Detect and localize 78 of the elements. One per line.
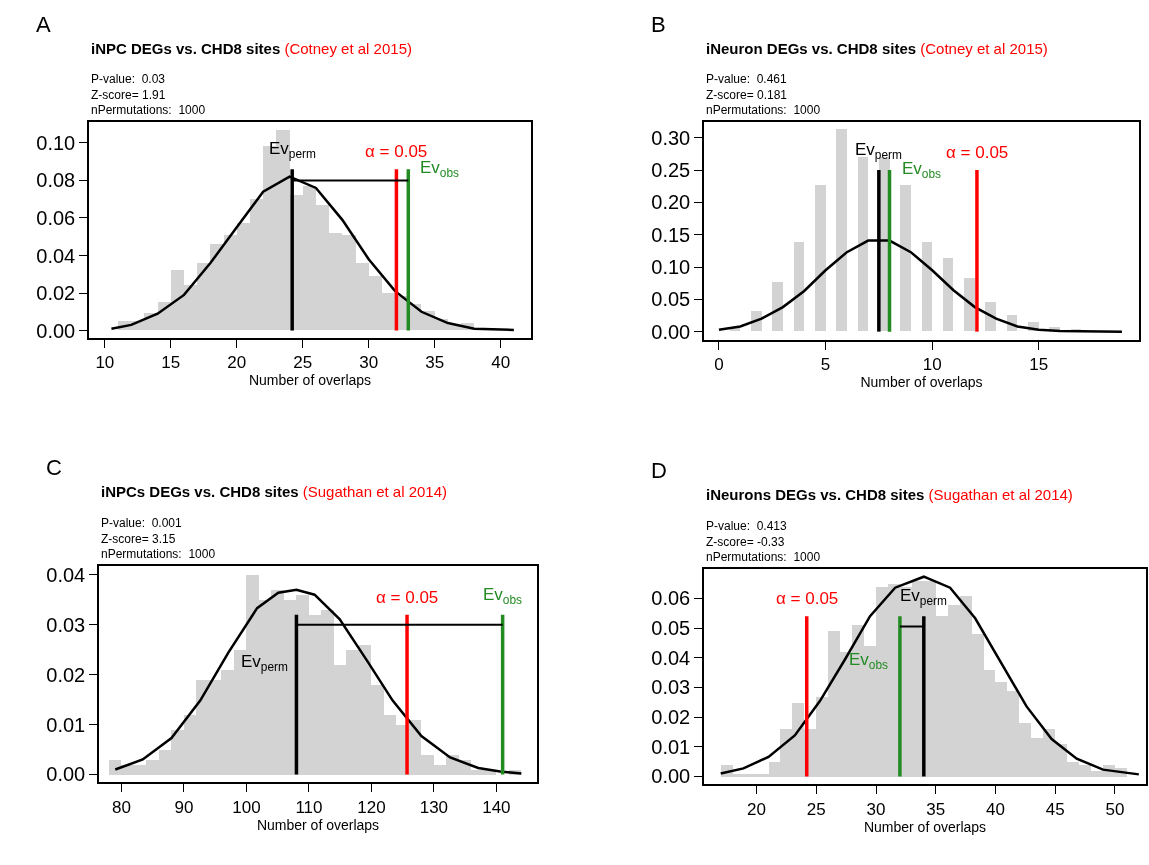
x-tick-label: 15	[1029, 355, 1049, 375]
chart-subtitle: P-value: 0.03 Z-score= 1.91 nPermutations: 1000	[91, 72, 206, 118]
y-tick-label: 0.20	[651, 191, 691, 214]
text: B	[651, 12, 666, 37]
series-label: Ev$_{obs}$	[902, 159, 942, 181]
series-label: α = 0.05	[776, 589, 839, 608]
series-label: α = 0.05	[946, 143, 1009, 162]
y-tick-label: 0.00	[651, 320, 691, 343]
text: A	[36, 12, 51, 37]
x-tick-label: 35	[926, 799, 946, 819]
y-tick-label: 0.06	[36, 206, 76, 229]
series-label: Ev$_{perm}$	[855, 140, 903, 162]
x-tick-label: 5	[820, 355, 831, 375]
y-tick-label: 0.03	[46, 613, 86, 636]
chart-title: iNeurons DEGs vs. CHD8 sites (Sugathan et al 2014)	[706, 486, 1073, 503]
y-tick-label: 0.02	[36, 282, 76, 305]
y-tick-label: 0.02	[46, 663, 86, 686]
x-tick-label: 40	[491, 353, 511, 373]
y-tick-label: 0.08	[36, 169, 76, 192]
series-label: α = 0.05	[376, 588, 439, 607]
y-tick-label: 0.10	[651, 256, 691, 279]
x-axis-title: Number of overlaps	[860, 374, 983, 391]
x-tick-label: 15	[161, 353, 181, 373]
series-label: Ev$_{obs}$	[420, 158, 460, 180]
x-tick-label: 30	[359, 353, 379, 373]
x-tick-label: 10	[95, 353, 115, 373]
y-tick-label: 0.01	[46, 713, 86, 736]
series-label: α = 0.05	[365, 142, 428, 161]
y-tick-label: 0.01	[651, 735, 691, 758]
chart-title: iNPC DEGs vs. CHD8 sites (Cotney et al 2015)	[91, 40, 412, 57]
x-tick-label: 40	[986, 799, 1005, 819]
x-tick-label: 130	[419, 797, 449, 817]
y-tick-label: 0.04	[36, 244, 76, 267]
y-tick-label: 0.05	[651, 288, 691, 311]
x-tick-label: 20	[747, 799, 767, 819]
y-tick-label: 0.10	[36, 131, 76, 154]
x-tick-label: 10	[922, 355, 942, 375]
series-label: Ev$_{obs}$	[483, 585, 523, 607]
y-tick-label: 0.05	[651, 617, 691, 640]
text: C	[46, 455, 62, 480]
x-tick-label: 25	[293, 353, 313, 373]
x-tick-label: 25	[806, 799, 826, 819]
y-tick-label: 0.30	[651, 126, 691, 149]
y-tick-label: 0.00	[46, 763, 86, 786]
x-tick-label: 100	[232, 797, 261, 817]
text: D	[651, 458, 667, 483]
x-tick-label: 20	[227, 353, 247, 373]
y-tick-label: 0.02	[651, 706, 691, 729]
x-tick-label: 120	[357, 797, 386, 817]
chart-title: iNeuron DEGs vs. CHD8 sites (Cotney et al 2015)	[706, 40, 1048, 57]
x-axis-title: Number of overlaps	[863, 818, 987, 835]
y-tick-label: 0.00	[651, 765, 691, 788]
series-label: Ev$_{obs}$	[849, 650, 889, 672]
y-tick-label: 0.06	[651, 587, 691, 610]
x-tick-label: 35	[425, 353, 445, 373]
y-tick-label: 0.15	[651, 223, 691, 246]
y-tick-label: 0.25	[651, 159, 691, 182]
x-tick-label: 80	[112, 797, 131, 817]
series-label: Ev$_{perm}$	[900, 586, 948, 608]
x-axis-title: Number of overlaps	[248, 372, 372, 389]
series-label: Ev$_{perm}$	[241, 652, 289, 674]
x-tick-label: 90	[174, 797, 194, 817]
x-tick-label: 140	[482, 797, 511, 817]
series-label: Ev$_{perm}$	[269, 139, 317, 161]
chart-subtitle: P-value: 0.413 Z-score= -0.33 nPermutations: 1000	[706, 519, 821, 565]
x-tick-label: 110	[295, 797, 323, 817]
y-tick-label: 0.04	[651, 646, 691, 669]
x-axis-title: Number of overlaps	[256, 816, 380, 833]
x-tick-label: 0	[714, 355, 724, 375]
chart-subtitle: P-value: 0.461 Z-score= 0.181 nPermutations: 1000	[706, 72, 821, 118]
y-tick-label: 0.03	[651, 676, 691, 699]
x-tick-label: 45	[1045, 799, 1065, 819]
chart-title: iNPCs DEGs vs. CHD8 sites (Sugathan et al 2014)	[101, 483, 448, 500]
x-tick-label: 30	[866, 799, 886, 819]
x-tick-label: 50	[1105, 799, 1125, 819]
y-tick-label: 0.00	[36, 319, 76, 342]
chart-subtitle: P-value: 0.001 Z-score= 3.15 nPermutations: 1000	[101, 516, 216, 562]
y-tick-label: 0.04	[46, 563, 86, 586]
